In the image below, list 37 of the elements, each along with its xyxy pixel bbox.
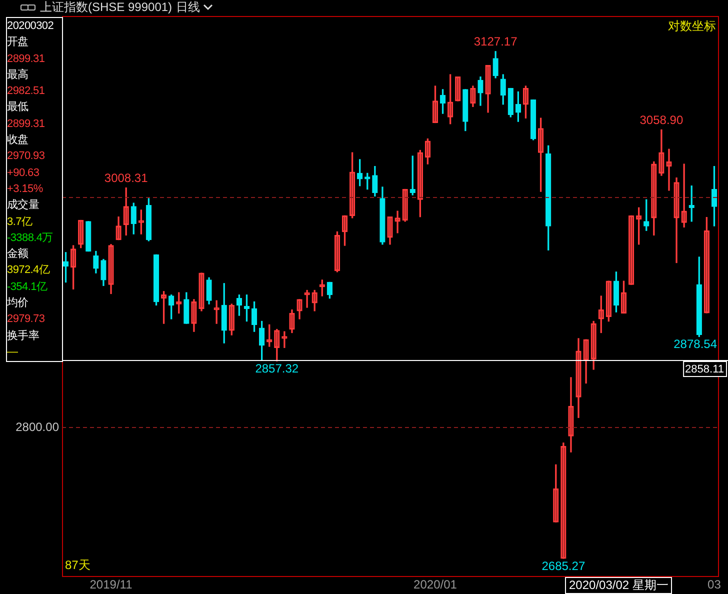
annotation: 2878.54 xyxy=(674,337,718,352)
text: 开盘 xyxy=(7,35,30,50)
text: 3.7亿 xyxy=(7,214,34,230)
x-tick-label: 2020/01 xyxy=(414,578,458,592)
text: 2979.73 xyxy=(7,312,46,328)
annotation: 3127.17 xyxy=(474,34,518,49)
text: 2899.31 xyxy=(7,116,46,132)
text: 2899.31 xyxy=(7,52,46,67)
annotation: 2857.32 xyxy=(255,361,299,376)
text: 2982.51 xyxy=(7,84,46,100)
annotation: 87天 xyxy=(65,557,90,574)
text: 最高 xyxy=(7,68,30,83)
annotation: 3058.90 xyxy=(640,113,684,128)
text: 均价 xyxy=(7,296,30,312)
text: +3.15% xyxy=(7,182,44,197)
annotation: 3008.31 xyxy=(104,171,148,186)
text: 收盘 xyxy=(7,133,30,148)
ref-line-label: 2800.00 xyxy=(16,420,60,434)
chart-subtitle: 日线 xyxy=(176,0,200,15)
text: -3388.4万 xyxy=(7,230,54,246)
text: — xyxy=(7,344,19,360)
text: +90.63 xyxy=(7,166,40,181)
text: -354.1亿 xyxy=(7,280,48,295)
text: 金额 xyxy=(7,246,30,262)
text: 2970.93 xyxy=(7,149,46,164)
x-tick-label: 2019/11 xyxy=(90,578,133,592)
text: 成交量 xyxy=(7,198,40,214)
x-tick-label: 03 xyxy=(708,578,722,592)
text: 20200302 xyxy=(7,19,55,34)
text: 换手率 xyxy=(7,328,40,344)
text: 最低 xyxy=(7,100,30,116)
annotation: 2685.27 xyxy=(542,558,586,573)
chart-title: 上证指数(SHSE 999001) xyxy=(40,0,172,15)
ref-line-label: 2858.11 xyxy=(685,364,724,376)
annotation: 对数坐标 xyxy=(668,19,716,33)
text: 2020/03/02 星期一 xyxy=(565,577,672,594)
text: 3972.4亿 xyxy=(7,263,51,278)
